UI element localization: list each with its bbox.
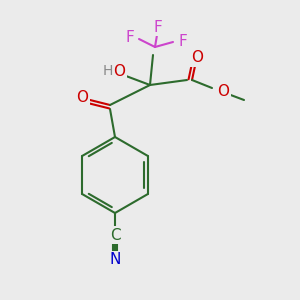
Text: O: O xyxy=(191,50,203,65)
Text: H: H xyxy=(103,64,113,78)
Text: O: O xyxy=(76,89,88,104)
Text: F: F xyxy=(126,29,134,44)
Text: N: N xyxy=(109,253,121,268)
Text: C: C xyxy=(110,227,120,242)
Text: O: O xyxy=(217,85,229,100)
Text: O: O xyxy=(113,64,125,79)
Text: F: F xyxy=(178,34,188,50)
Text: F: F xyxy=(154,20,162,34)
